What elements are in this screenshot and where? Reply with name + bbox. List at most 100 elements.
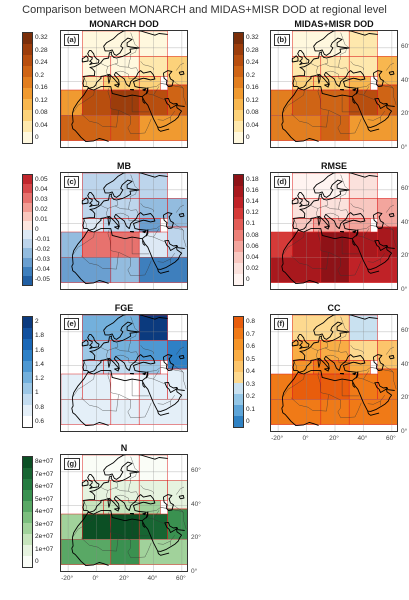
colorbar-segment: [234, 230, 243, 241]
colorbar-tick-label: 0: [35, 226, 39, 233]
country-border: [107, 200, 119, 209]
longitude-tick-label: 60°: [385, 435, 396, 442]
country-border: [367, 400, 381, 405]
map-panel-b: (b): [270, 30, 398, 148]
colorbar-segment: [234, 383, 243, 394]
colorbar-tick-label: 0.12: [35, 96, 48, 104]
colorbar-tick-label: 1.6: [35, 346, 45, 354]
colorbar-segment: [23, 383, 32, 394]
country-border: [340, 174, 350, 191]
coastline: [145, 511, 149, 519]
coastline: [129, 373, 134, 375]
coastline: [114, 226, 120, 230]
country-border: [290, 394, 329, 412]
region-cell: [271, 374, 293, 400]
coastline: [157, 550, 170, 556]
region-cell: [167, 84, 187, 116]
colorbar-segment: [234, 405, 243, 416]
country-border: [80, 252, 119, 270]
country-border: [386, 346, 395, 355]
colorbar-segment: [23, 545, 32, 556]
country-border: [131, 95, 150, 113]
country-border: [340, 32, 350, 49]
coastline: [71, 31, 168, 114]
country-border: [157, 116, 171, 121]
coastline: [71, 537, 109, 567]
country-border: [171, 503, 184, 514]
colorbar-segment: [23, 193, 32, 203]
latitude-tick-label: 20°: [191, 534, 201, 542]
colorbar-tick-label: 0.08: [246, 109, 259, 116]
country-border: [171, 79, 184, 90]
colorbar-segment: [234, 274, 243, 285]
region-cell: [139, 399, 187, 425]
colorbar-segment: [234, 394, 243, 405]
map-panel-d: (d): [270, 172, 398, 290]
coastline: [141, 520, 185, 552]
colorbar-segment: [23, 220, 32, 231]
coastline: [157, 410, 170, 416]
region-cell: [271, 232, 293, 258]
colorbar-segment: [234, 372, 243, 383]
colorbar-tick-label: 0.24: [35, 59, 48, 66]
country-border: [303, 359, 311, 362]
region-cell: [61, 90, 83, 116]
colorbar-tick-label: 0.2: [246, 393, 256, 400]
country-border: [140, 61, 154, 70]
colorbar-segment: [23, 132, 32, 143]
colorbar-tick-label: 2: [35, 318, 39, 325]
coastline: [162, 70, 174, 88]
country-border: [118, 252, 152, 276]
latitude-tick-label: 0°: [401, 428, 408, 435]
country-border: [107, 482, 119, 491]
country-border: [131, 519, 150, 537]
country-border: [363, 86, 370, 96]
colorbar-segment: [23, 317, 32, 328]
colorbar-tick-label: 6e+07: [35, 483, 54, 490]
coastline: [145, 229, 149, 237]
country-border: [153, 370, 160, 380]
country-border: [114, 205, 139, 215]
coastline: [142, 512, 147, 516]
country-border: [356, 235, 375, 242]
country-border: [317, 58, 329, 67]
country-border: [310, 62, 319, 75]
coastline: [129, 231, 134, 233]
country-border: [290, 252, 329, 270]
country-border: [84, 502, 87, 511]
map-svg: [271, 315, 397, 431]
country-border: [153, 86, 160, 96]
colorbar-segment: [23, 110, 32, 121]
colorbar-tick-label: 0.03: [35, 196, 48, 203]
coastline: [351, 96, 395, 128]
colorbar-tick-label: -0.01: [35, 236, 50, 243]
panel-label-g: (g): [64, 458, 80, 470]
country-border: [118, 534, 152, 558]
country-border: [324, 347, 349, 357]
country-border: [338, 190, 347, 210]
country-border: [107, 510, 118, 535]
longitude-tick-label: 40°: [147, 575, 158, 582]
latitude-tick-label: 20°: [401, 394, 409, 402]
colorbar-segment: [23, 523, 32, 534]
colorbar-tick-label: 1.8: [35, 332, 45, 340]
country-border: [341, 95, 360, 113]
coastline: [291, 55, 299, 63]
coastline: [281, 397, 319, 427]
country-border: [381, 221, 394, 232]
latitude-tick-label: 40°: [401, 76, 409, 84]
country-border: [303, 75, 311, 78]
country-border: [72, 513, 95, 538]
region-cell: [61, 539, 111, 565]
colorbar-tick-label: 8e+07: [35, 458, 54, 465]
coastline: [388, 213, 395, 218]
colorbar-segment: [23, 534, 32, 545]
panel-title-b: MIDAS+MISR DOD: [294, 19, 374, 29]
country-border: [140, 485, 154, 494]
coastline: [355, 229, 359, 237]
region-cell: [377, 56, 397, 85]
colorbar-segment: [234, 121, 243, 132]
colorbar-segment: [234, 339, 243, 350]
longitude-tick-label: 40°: [357, 435, 368, 442]
country-border: [171, 363, 184, 374]
